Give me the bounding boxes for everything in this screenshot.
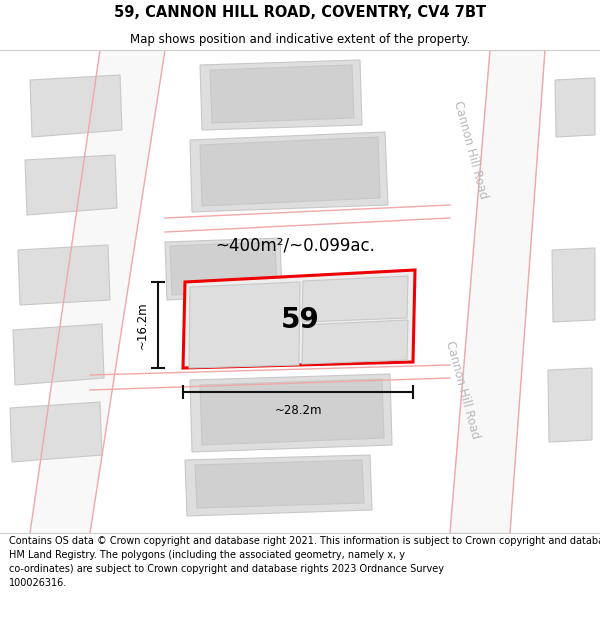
Polygon shape — [185, 455, 372, 516]
Text: 59, CANNON HILL ROAD, COVENTRY, CV4 7BT: 59, CANNON HILL ROAD, COVENTRY, CV4 7BT — [114, 5, 486, 20]
Text: ~400m²/~0.099ac.: ~400m²/~0.099ac. — [215, 236, 375, 254]
Text: Contains OS data © Crown copyright and database right 2021. This information is : Contains OS data © Crown copyright and d… — [9, 536, 600, 588]
Polygon shape — [10, 402, 102, 462]
Polygon shape — [552, 248, 595, 322]
Text: Cannon Hill Road: Cannon Hill Road — [443, 339, 481, 441]
Polygon shape — [548, 368, 592, 442]
Polygon shape — [190, 374, 392, 452]
Polygon shape — [302, 276, 408, 322]
Polygon shape — [30, 50, 165, 533]
Polygon shape — [200, 137, 380, 206]
Polygon shape — [195, 460, 364, 508]
Polygon shape — [200, 60, 362, 130]
Polygon shape — [302, 320, 408, 364]
Polygon shape — [200, 379, 384, 445]
Polygon shape — [183, 270, 415, 368]
Polygon shape — [30, 75, 122, 137]
Polygon shape — [189, 282, 300, 368]
Polygon shape — [165, 238, 282, 300]
Text: 59: 59 — [281, 306, 319, 334]
Polygon shape — [13, 324, 104, 385]
Text: ~28.2m: ~28.2m — [274, 404, 322, 416]
Polygon shape — [450, 50, 545, 533]
Text: Map shows position and indicative extent of the property.: Map shows position and indicative extent… — [130, 32, 470, 46]
Polygon shape — [555, 78, 595, 137]
Text: ~16.2m: ~16.2m — [136, 301, 149, 349]
Polygon shape — [18, 245, 110, 305]
Polygon shape — [190, 132, 388, 212]
Polygon shape — [25, 155, 117, 215]
Text: Cannon Hill Road: Cannon Hill Road — [451, 99, 490, 201]
Polygon shape — [170, 242, 277, 295]
Polygon shape — [210, 65, 354, 123]
